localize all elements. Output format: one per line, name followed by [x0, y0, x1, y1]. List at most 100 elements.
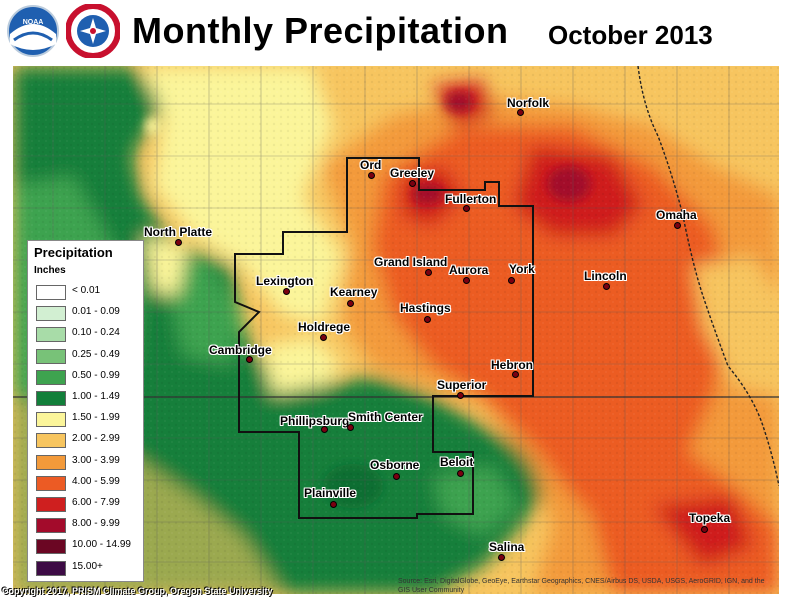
noaa-logo-icon: NOAA	[7, 5, 59, 57]
legend-swatch	[36, 560, 66, 576]
legend-item: 3.00 - 3.99	[36, 453, 141, 472]
legend-label: 4.00 - 5.99	[72, 475, 120, 487]
legend-swatch	[36, 433, 66, 449]
legend-item: 15.00+	[36, 559, 141, 578]
legend-swatch	[36, 518, 66, 534]
city-marker	[330, 501, 337, 508]
city-marker	[347, 424, 354, 431]
city-marker	[517, 109, 524, 116]
city-marker	[347, 300, 354, 307]
legend-item: 1.00 - 1.49	[36, 389, 141, 408]
page-title: Monthly Precipitation	[132, 10, 509, 51]
legend-label: 1.50 - 1.99	[72, 412, 120, 424]
legend-label: 15.00+	[72, 560, 103, 572]
legend-item: 0.10 - 0.24	[36, 325, 141, 344]
legend-title: Precipitation	[34, 245, 113, 260]
city-label: Ord	[360, 158, 382, 172]
city-label: Norfolk	[507, 96, 549, 110]
city-label: Greeley	[390, 166, 435, 180]
city-label: Omaha	[656, 208, 697, 222]
legend-label: 10.00 - 14.99	[72, 539, 131, 551]
city-label: Plainville	[304, 486, 357, 500]
legend-item: 0.25 - 0.49	[36, 347, 141, 366]
legend-swatch	[36, 454, 66, 470]
city-marker	[508, 277, 515, 284]
legend-label: 8.00 - 9.99	[72, 518, 120, 530]
legend-label: 3.00 - 3.99	[72, 454, 120, 466]
city-marker	[463, 205, 470, 212]
legend-item: 10.00 - 14.99	[36, 537, 141, 556]
city-marker	[457, 470, 464, 477]
legend-label: 2.00 - 2.99	[72, 433, 120, 445]
city-marker	[409, 180, 416, 187]
city-label: Lincoln	[584, 269, 627, 283]
city-label: Phillipsburg	[280, 414, 350, 428]
legend-swatch	[36, 285, 66, 300]
legend-swatch	[36, 369, 66, 385]
legend-label: 6.00 - 7.99	[72, 497, 120, 508]
city-marker	[283, 288, 290, 295]
legend-swatch	[36, 327, 66, 343]
city-label: Hastings	[400, 301, 451, 315]
legend-swatch	[36, 412, 66, 428]
city-marker	[368, 172, 375, 179]
city-marker	[498, 554, 505, 561]
legend-swatch	[36, 391, 66, 406]
city-marker	[457, 392, 464, 399]
copyright-notice: Copyright 2017, PRISM Climate Group, Ore…	[2, 586, 273, 596]
city-label: Kearney	[330, 285, 378, 299]
legend-swatch	[36, 348, 66, 364]
legend-swatch	[36, 539, 66, 555]
legend: Precipitation Inches < 0.01 0.01 - 0.09 0.…	[27, 240, 144, 582]
nws-logo-icon	[66, 4, 120, 58]
river-boundary	[637, 66, 779, 487]
city-label: North Platte	[144, 225, 213, 239]
city-label: York	[509, 262, 535, 276]
city-label: Beloit	[440, 455, 474, 469]
legend-label: < 0.01	[72, 285, 101, 296]
legend-item: 6.00 - 7.99	[36, 495, 141, 514]
city-label: Smith Center	[348, 410, 423, 424]
city-label: Cambridge	[209, 343, 272, 357]
city-marker	[175, 239, 182, 246]
city-label: Topeka	[689, 511, 731, 525]
legend-item: 0.01 - 0.09	[36, 304, 141, 323]
legend-swatch	[36, 306, 66, 322]
source-attribution: Source: Esri, DigitalGlobe, GeoEye, Eart…	[398, 578, 765, 594]
legend-item: < 0.01	[36, 283, 141, 302]
city-label: Grand Island	[374, 255, 448, 269]
legend-item: 8.00 - 9.99	[36, 516, 141, 535]
city-marker	[512, 371, 519, 378]
city-label: Aurora	[449, 263, 489, 277]
city-marker	[425, 269, 432, 276]
city-marker	[246, 356, 253, 363]
city-label: Fullerton	[445, 192, 497, 206]
city-label: Hebron	[491, 358, 533, 372]
city-label: Holdrege	[298, 320, 351, 334]
legend-item: 1.50 - 1.99	[36, 410, 141, 429]
city-marker	[701, 526, 708, 533]
legend-label: 0.10 - 0.24	[72, 327, 120, 339]
city-label: Superior	[437, 378, 487, 392]
legend-item: 2.00 - 2.99	[36, 431, 141, 450]
city-marker	[393, 473, 400, 480]
legend-item: 4.00 - 5.99	[36, 474, 141, 493]
city-marker	[603, 283, 610, 290]
svg-text:NOAA: NOAA	[23, 19, 44, 26]
city-label: Salina	[489, 540, 525, 554]
legend-label: 1.00 - 1.49	[72, 391, 120, 402]
legend-label: 0.01 - 0.09	[72, 306, 120, 318]
city-label: Osborne	[370, 458, 420, 472]
city-marker	[463, 277, 470, 284]
legend-label: 0.50 - 0.99	[72, 369, 120, 381]
city-marker	[321, 426, 328, 433]
city-marker	[320, 334, 327, 341]
city-label: Lexington	[256, 274, 314, 288]
legend-swatch	[36, 497, 66, 512]
legend-label: 0.25 - 0.49	[72, 348, 120, 360]
legend-swatch	[36, 475, 66, 491]
city-marker	[674, 222, 681, 229]
city-marker	[424, 316, 431, 323]
map-date: October 2013	[548, 20, 713, 50]
legend-item: 0.50 - 0.99	[36, 368, 141, 387]
